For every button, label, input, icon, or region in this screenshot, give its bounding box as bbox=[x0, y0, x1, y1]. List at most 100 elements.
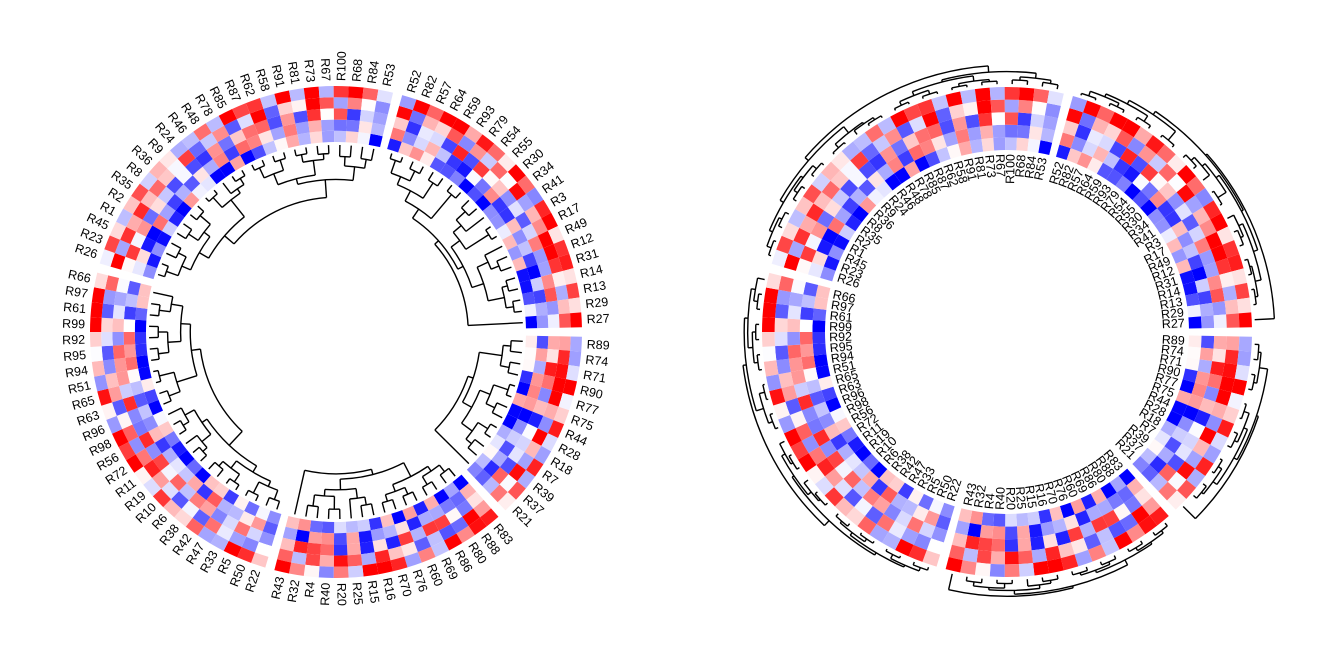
heatmap-cell bbox=[872, 134, 891, 153]
dendrogram-branch bbox=[514, 310, 522, 313]
heatmap-cell bbox=[240, 149, 256, 165]
dendrogram-branch bbox=[352, 166, 356, 181]
heatmap-cell bbox=[229, 155, 246, 171]
heatmap-cell bbox=[150, 241, 167, 258]
dendrogram-branch bbox=[775, 426, 779, 430]
heatmap-cell bbox=[813, 191, 832, 211]
dendrogram-branch bbox=[1128, 543, 1143, 553]
heatmap-cell bbox=[462, 508, 481, 526]
dendrogram-branch bbox=[1253, 289, 1257, 305]
row-label: R27 bbox=[586, 311, 610, 326]
heatmap-cell bbox=[1184, 195, 1203, 214]
dendrogram-branch bbox=[179, 305, 184, 342]
heatmap-cell bbox=[505, 429, 522, 447]
dendrogram-branch bbox=[843, 142, 846, 145]
heatmap-cell bbox=[1164, 436, 1182, 454]
heatmap-cell bbox=[800, 343, 814, 358]
dendrogram-branch bbox=[1213, 459, 1223, 474]
dendrogram-branch bbox=[235, 484, 240, 491]
heatmap-cell bbox=[424, 141, 441, 158]
dendrogram-branch bbox=[1155, 110, 1244, 211]
dendrogram-branch bbox=[509, 383, 516, 387]
heatmap-cell bbox=[1213, 314, 1227, 329]
heatmap-cell bbox=[862, 488, 881, 507]
heatmap-cell bbox=[245, 98, 264, 114]
heatmap-cell bbox=[531, 428, 548, 446]
heatmap-cell bbox=[94, 374, 109, 392]
dendrogram-branch bbox=[1105, 93, 1149, 117]
heatmap-cell bbox=[969, 510, 984, 525]
row-label: R29 bbox=[585, 295, 609, 311]
heatmap-cell bbox=[1234, 282, 1250, 300]
heatmap-cell bbox=[812, 308, 827, 321]
dendrogram-branch bbox=[460, 199, 470, 209]
heatmap-cell bbox=[177, 466, 195, 484]
row-label: R61 bbox=[63, 300, 87, 316]
heatmap-cell bbox=[144, 388, 159, 404]
heatmap-cell bbox=[912, 505, 929, 522]
heatmap-cell bbox=[799, 319, 813, 332]
heatmap-cell bbox=[897, 149, 915, 167]
heatmap-cell bbox=[1062, 120, 1079, 137]
heatmap-cell bbox=[1079, 521, 1096, 539]
heatmap-cell bbox=[101, 303, 115, 319]
heatmap-cell bbox=[160, 463, 178, 482]
heatmap-cell bbox=[1215, 258, 1232, 275]
heatmap-cell bbox=[138, 283, 152, 298]
heatmap-cell bbox=[133, 392, 149, 408]
heatmap-cell bbox=[1195, 456, 1214, 477]
heatmap-cell bbox=[1059, 132, 1075, 149]
heatmap-cell bbox=[1182, 281, 1198, 296]
dendrogram-branch bbox=[465, 438, 472, 445]
heatmap-cell bbox=[546, 348, 559, 364]
heatmap-cell bbox=[516, 193, 535, 212]
heatmap-cell bbox=[1004, 551, 1019, 565]
row-label: R58 bbox=[950, 159, 970, 185]
dendrogram-branch bbox=[179, 429, 187, 435]
heatmap-cell bbox=[902, 132, 920, 150]
heatmap-cell bbox=[967, 126, 982, 141]
heatmap-cell bbox=[795, 422, 813, 441]
heatmap-cell bbox=[1203, 385, 1220, 402]
dendrogram-branch bbox=[792, 186, 803, 200]
row-label: R97 bbox=[830, 298, 855, 315]
heatmap-cell bbox=[177, 149, 196, 167]
heatmap-cell bbox=[116, 370, 130, 386]
heatmap-cell bbox=[318, 566, 334, 578]
dendrogram-branch bbox=[1227, 445, 1232, 449]
dendrogram-branch bbox=[1135, 547, 1139, 551]
heatmap-cell bbox=[522, 291, 536, 306]
heatmap-cell bbox=[346, 119, 360, 133]
heatmap-cell bbox=[490, 484, 508, 503]
row-label: R22 bbox=[944, 477, 965, 503]
heatmap-cell bbox=[491, 179, 509, 197]
row-label: R99 bbox=[62, 317, 85, 332]
dendrogram-branch bbox=[171, 303, 183, 307]
dendrogram-branch bbox=[823, 520, 830, 527]
dendrogram-branch bbox=[404, 487, 409, 495]
heatmap-cell bbox=[406, 515, 422, 532]
dendrogram-branch bbox=[273, 490, 279, 500]
dendrogram-branch bbox=[1080, 563, 1111, 576]
heatmap-cell bbox=[801, 406, 819, 423]
heatmap-cell bbox=[1185, 357, 1200, 372]
heatmap-cell bbox=[118, 441, 136, 461]
row-label: R92 bbox=[829, 330, 852, 345]
heatmap-cell bbox=[382, 524, 398, 539]
heatmap-cell bbox=[852, 461, 871, 480]
heatmap-cell bbox=[404, 552, 422, 568]
dendrogram-branch bbox=[396, 176, 402, 185]
dendrogram-branch bbox=[272, 155, 276, 163]
dendrogram-branch bbox=[404, 190, 412, 202]
heatmap-cell bbox=[192, 509, 211, 527]
heatmap-cell bbox=[862, 453, 880, 471]
heatmap-cell bbox=[417, 510, 434, 527]
heatmap-cell bbox=[396, 105, 413, 121]
dendrogram-branch bbox=[434, 376, 469, 431]
dendrogram-branch bbox=[509, 340, 512, 352]
row-label: R95 bbox=[829, 339, 853, 355]
dendrogram-branch bbox=[1256, 352, 1262, 384]
dendrogram-branch bbox=[941, 70, 1037, 81]
heatmap-cell bbox=[1017, 112, 1032, 127]
heatmap-cell bbox=[1193, 409, 1211, 427]
